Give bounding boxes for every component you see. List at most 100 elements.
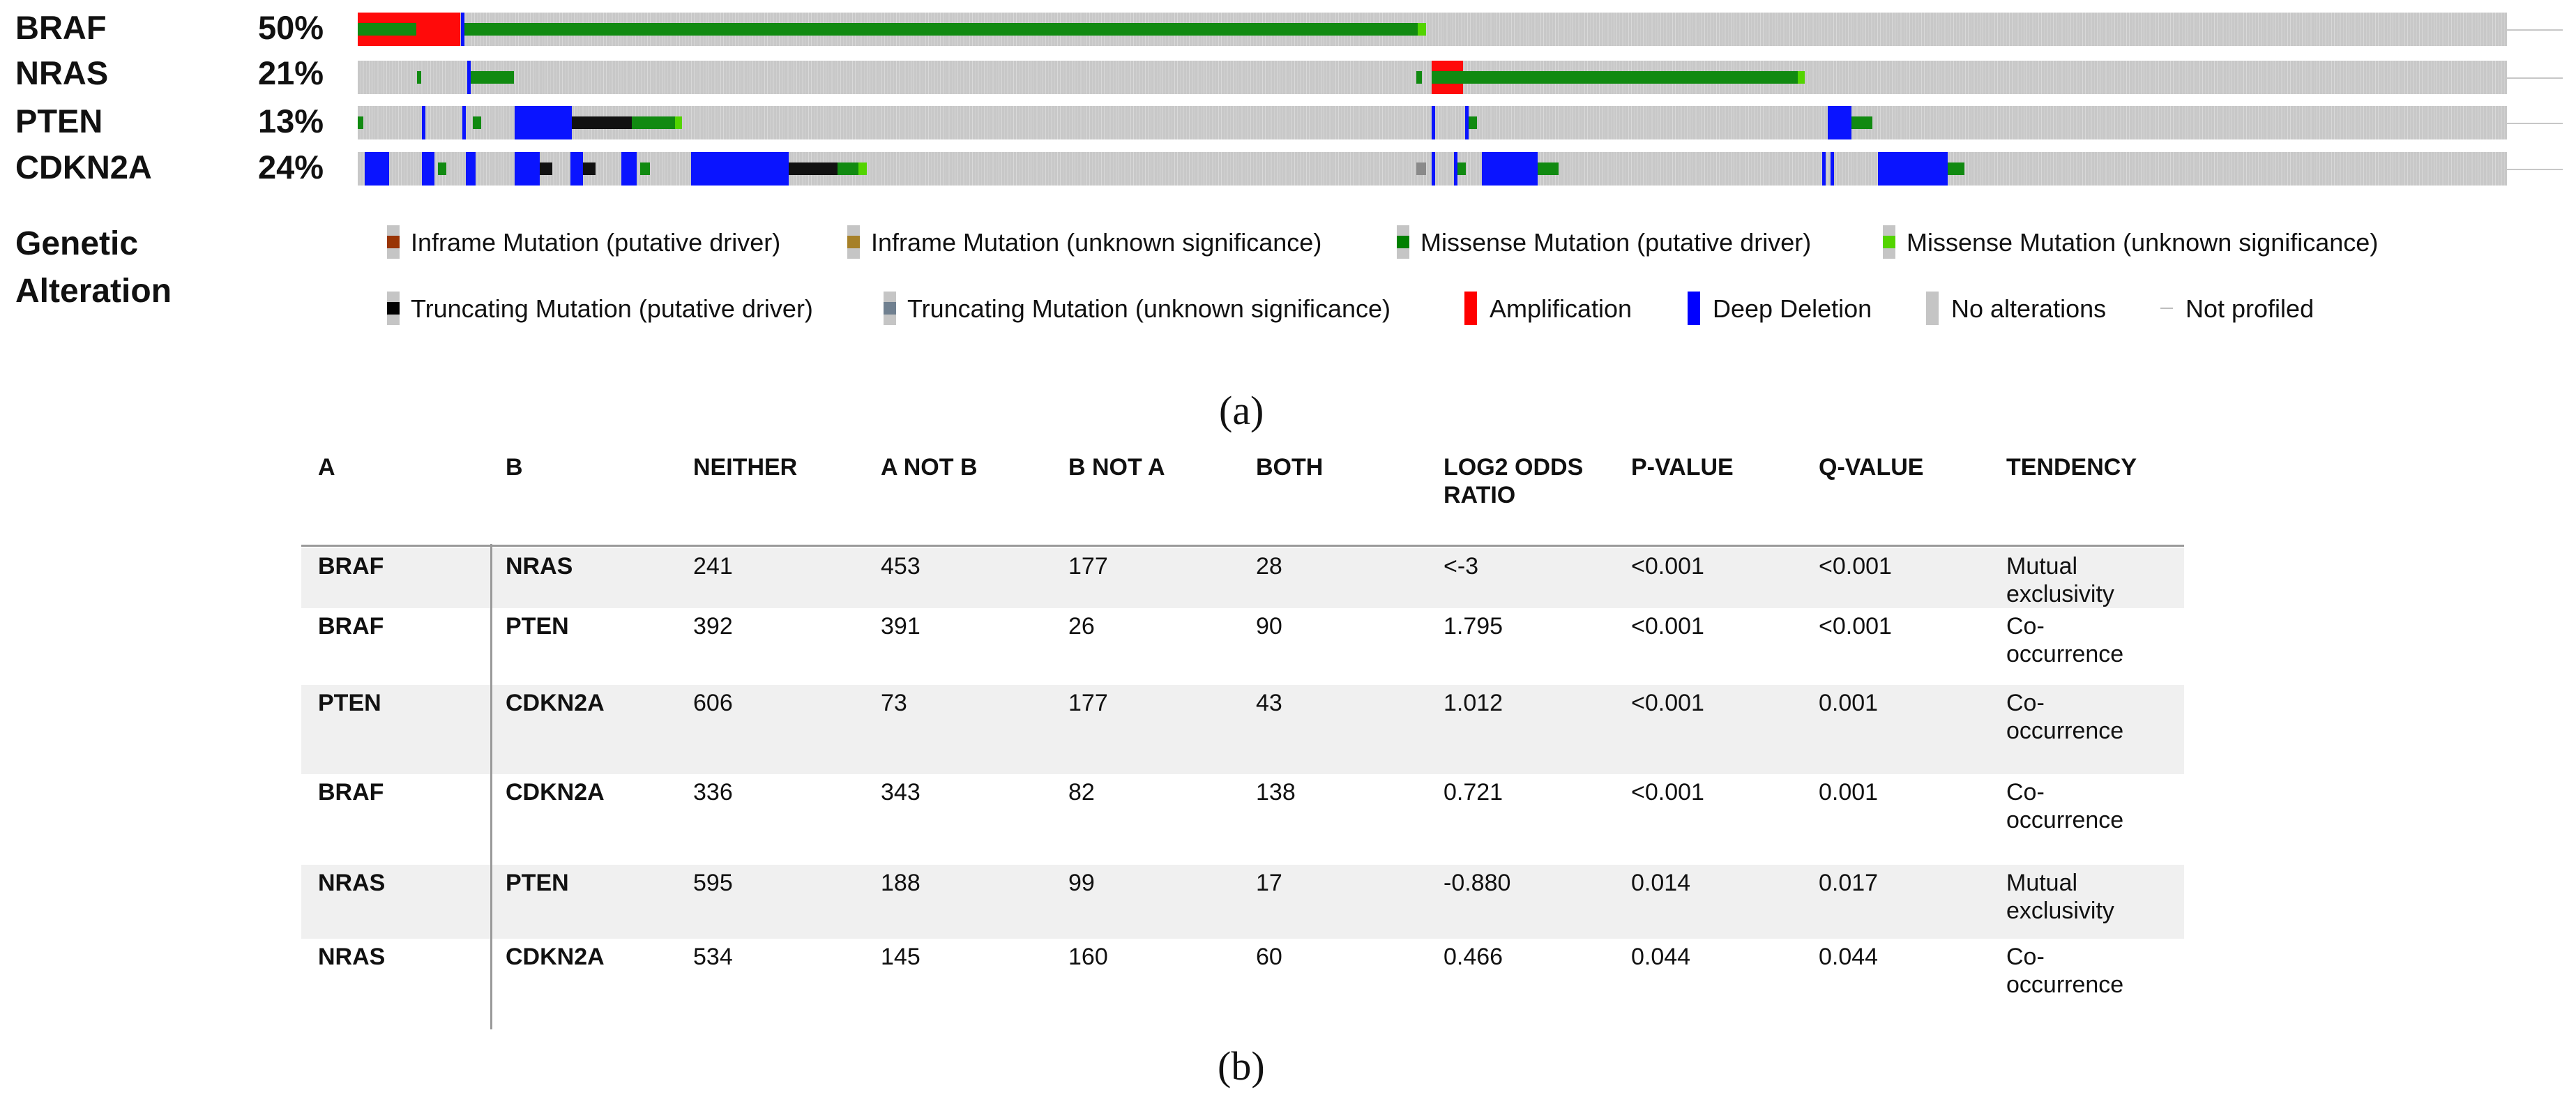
col-header-tendency: TENDENCY — [2006, 454, 2137, 481]
col-header-b-not-a: B NOT A — [1068, 454, 1165, 481]
nras-missense-block-1 — [471, 71, 514, 84]
pten-missense-block-2 — [1851, 116, 1872, 129]
gene-percent-braf: 50% — [258, 9, 324, 46]
cdkn2a-deletion-block-7 — [691, 152, 789, 186]
table-cell-neither: 392 — [693, 613, 733, 640]
pten-deletion-block-2 — [1828, 106, 1851, 139]
table-cell-b-not-a: 177 — [1068, 553, 1108, 580]
legend-swatch-missense-unknown — [1883, 225, 1895, 259]
panel-label-a: (a) — [1219, 388, 1264, 433]
table-cell-a: NRAS — [318, 944, 386, 970]
table-cell-log2: -0.880 — [1444, 870, 1511, 896]
pten-truncating-block — [572, 116, 632, 129]
pten-deletion-mark-4 — [1465, 106, 1469, 139]
braf-deletion-mark — [461, 13, 464, 46]
col-header-q-value: Q-VALUE — [1819, 454, 1924, 481]
col-header-a-not-b: A NOT B — [881, 454, 978, 481]
nras-missense-mark-1 — [417, 71, 421, 84]
table-row: BRAF CDKN2A 336 343 82 138 0.721 <0.001 0.001 Co-… — [301, 774, 2184, 865]
cdkn2a-deletion-mark-9 — [1454, 152, 1457, 186]
legend-label-deep-deletion: Deep Deletion — [1713, 294, 1872, 323]
table-cell-a: NRAS — [318, 870, 386, 896]
pten-deletion-mark-3 — [1432, 106, 1435, 139]
table-cell-tendency: Mutual exclusivity — [2006, 553, 2114, 607]
nras-deletion-mark-1 — [467, 61, 471, 94]
cdkn2a-deletion-block-2 — [422, 152, 434, 186]
pten-missense-mark-3 — [1469, 116, 1477, 129]
legend-title: Genetic Alteration — [15, 220, 172, 315]
table-cell-a-not-b: 73 — [881, 690, 907, 716]
table-cell-neither: 606 — [693, 690, 733, 716]
table-cell-b: CDKN2A — [506, 779, 605, 806]
table-cell-q: 0.017 — [1819, 870, 1879, 896]
gene-label-pten: PTEN — [15, 103, 103, 139]
cdkn2a-missense-block-3 — [1948, 162, 1964, 175]
legend-swatch-truncating-unknown — [884, 292, 896, 325]
cdkn2a-deletion-block-6 — [621, 152, 637, 186]
table-cell-b-not-a: 99 — [1068, 870, 1095, 896]
table-cell-a-not-b: 453 — [881, 553, 920, 580]
legend-swatch-inframe-unknown — [847, 225, 860, 259]
track-cdkn2a — [358, 152, 2507, 186]
table-cell-log2: 0.721 — [1444, 779, 1503, 806]
table-cell-a: PTEN — [318, 690, 381, 716]
table-cell-b: CDKN2A — [506, 944, 605, 970]
cdkn2a-deletion-block-5 — [570, 152, 583, 186]
gene-percent-nras: 21% — [258, 54, 324, 91]
table-cell-both: 138 — [1256, 779, 1296, 806]
nras-missense-mark-2 — [1416, 71, 1422, 84]
table-cell-tendency: Co- occurrence — [2006, 690, 2124, 744]
legend-swatch-no-alterations — [1926, 292, 1939, 325]
legend-title-line-1: Genetic — [15, 225, 139, 262]
legend-swatch-not-profiled — [2160, 308, 2173, 309]
table-cell-neither: 241 — [693, 553, 733, 580]
braf-missense-block-2 — [464, 23, 1418, 36]
table-cell-q: <0.001 — [1819, 613, 1892, 640]
table-cell-p: 0.014 — [1631, 870, 1691, 896]
table-cell-tendency: Co- occurrence — [2006, 613, 2124, 667]
table-cell-b: NRAS — [506, 553, 573, 580]
table-cell-p: <0.001 — [1631, 779, 1704, 806]
not-profiled-tail-pten — [2507, 123, 2563, 124]
table-cell-q: 0.044 — [1819, 944, 1879, 970]
table-cell-both: 60 — [1256, 944, 1282, 970]
table-cell-log2: 1.012 — [1444, 690, 1503, 716]
gene-percent-cdkn2a: 24% — [258, 149, 324, 186]
table-cell-neither: 534 — [693, 944, 733, 970]
nras-missense-light-mark — [1798, 71, 1805, 84]
legend-swatch-deep-deletion — [1688, 292, 1700, 325]
table-cell-q: 0.001 — [1819, 690, 1879, 716]
table-cell-both: 90 — [1256, 613, 1282, 640]
braf-missense-block-1 — [358, 23, 416, 36]
pten-deletion-mark-2 — [462, 106, 466, 139]
pten-deletion-block-1 — [515, 106, 572, 139]
col-header-b: B — [506, 454, 523, 481]
table-cell-a-not-b: 145 — [881, 944, 920, 970]
track-pten — [358, 106, 2507, 139]
table-row: NRAS PTEN 595 188 99 17 -0.880 0.014 0.017 Mutual… — [301, 865, 2184, 939]
table-cell-a: BRAF — [318, 779, 384, 806]
table-cell-b: PTEN — [506, 870, 569, 896]
table-cell-a-not-b: 188 — [881, 870, 920, 896]
table-row: BRAF NRAS 241 453 177 28 <-3 <0.001 <0.001 Mutual… — [301, 548, 2184, 608]
col-header-neither: NEITHER — [693, 454, 798, 481]
pten-missense-mark-2 — [473, 116, 481, 129]
legend-swatch-missense-driver — [1397, 225, 1409, 259]
table-cell-b-not-a: 177 — [1068, 690, 1108, 716]
col-header-p-value: P-VALUE — [1631, 454, 1734, 481]
table-cell-both: 43 — [1256, 690, 1282, 716]
table-cell-b-not-a: 82 — [1068, 779, 1095, 806]
table-row: PTEN CDKN2A 606 73 177 43 1.012 <0.001 0.001 Co- … — [301, 685, 2184, 774]
table-cell-b-not-a: 26 — [1068, 613, 1095, 640]
table-cell-q: 0.001 — [1819, 779, 1879, 806]
table-cell-neither: 336 — [693, 779, 733, 806]
pten-missense-mark-1 — [358, 116, 363, 129]
header-divider — [301, 545, 2184, 547]
col-header-both: BOTH — [1256, 454, 1324, 481]
legend-label-not-profiled: Not profiled — [2185, 294, 2314, 323]
legend-label-no-alterations: No alterations — [1951, 294, 2107, 323]
cdkn2a-missense-block-2 — [1538, 162, 1559, 175]
not-profiled-tail-cdkn2a — [2507, 169, 2563, 170]
table-cell-a-not-b: 343 — [881, 779, 920, 806]
oncoprint: BRAF 50% NRAS 21% PTEN 13% — [0, 0, 2576, 370]
